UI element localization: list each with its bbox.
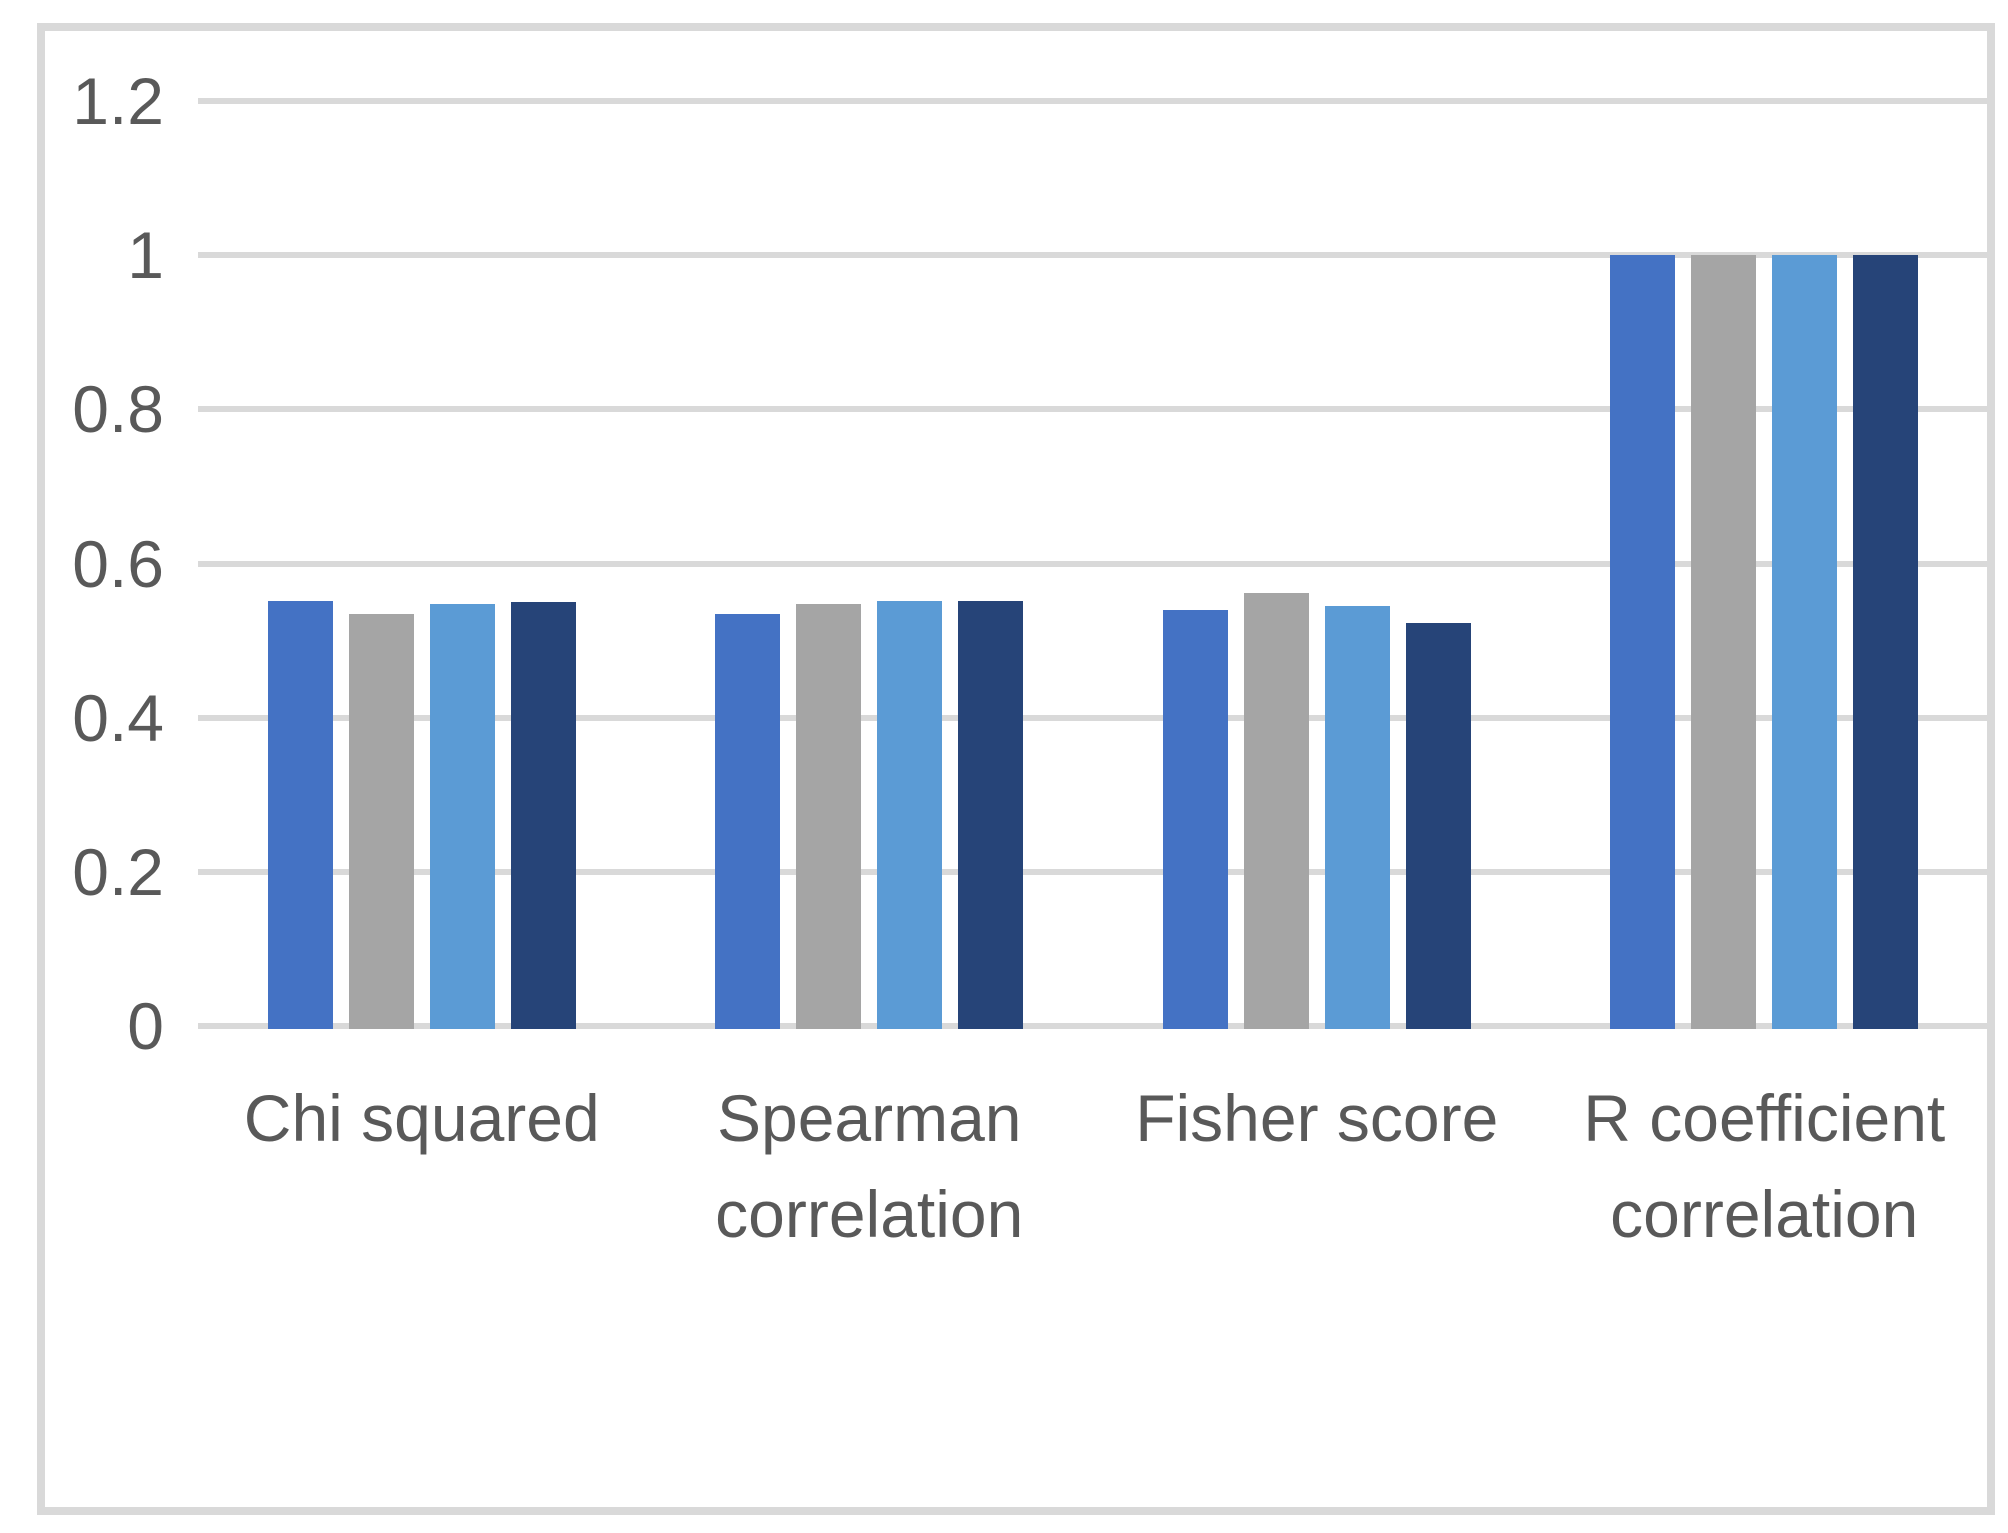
y-tick-label: 1.2 [72, 64, 164, 138]
bar-dark-navy [1853, 255, 1919, 1029]
y-tick-label: 0.4 [72, 680, 164, 755]
y-tick-label: 0.2 [72, 834, 164, 909]
y-tick-label: 0.8 [72, 372, 164, 447]
gridline [198, 714, 1988, 721]
bar-gray [1243, 592, 1309, 1029]
gridline [198, 98, 1988, 104]
bar-gray [796, 604, 862, 1029]
bar-gray [348, 613, 414, 1029]
category-label: R coefficient correlation [1583, 1081, 1946, 1251]
bar-light-blue [877, 600, 943, 1029]
bar-gray [1691, 255, 1757, 1029]
category-label: Spearman correlation [715, 1081, 1024, 1251]
bar-light-blue [429, 604, 495, 1029]
bar-blue [1162, 609, 1228, 1029]
gridline [198, 1023, 1988, 1029]
gridline [198, 406, 1988, 413]
category-label: Fisher score [1135, 1081, 1499, 1155]
chart-border: 1.2 1 0.8 0.6 0.4 0.2 0 Chi squared Spearman cor… [37, 23, 1995, 1515]
bar-blue [1610, 255, 1676, 1029]
bar-light-blue [1324, 605, 1390, 1029]
y-tick-label: 0.6 [72, 526, 164, 601]
y-tick-label: 1 [127, 218, 164, 293]
gridline [198, 252, 1988, 259]
bar-dark-navy [1405, 622, 1471, 1029]
plot-area: 1.2 1 0.8 0.6 0.4 0.2 0 Chi squared Spearman cor… [45, 31, 1988, 1507]
bar-blue [267, 600, 333, 1029]
bar-dark-navy [958, 600, 1024, 1029]
gridline [198, 560, 1988, 567]
bar-dark-navy [510, 602, 576, 1029]
bar-light-blue [1772, 255, 1838, 1029]
bar-blue [715, 613, 781, 1029]
y-tick-label: 0 [127, 989, 164, 1063]
gridline [198, 868, 1988, 875]
category-label: Chi squared [243, 1081, 600, 1155]
